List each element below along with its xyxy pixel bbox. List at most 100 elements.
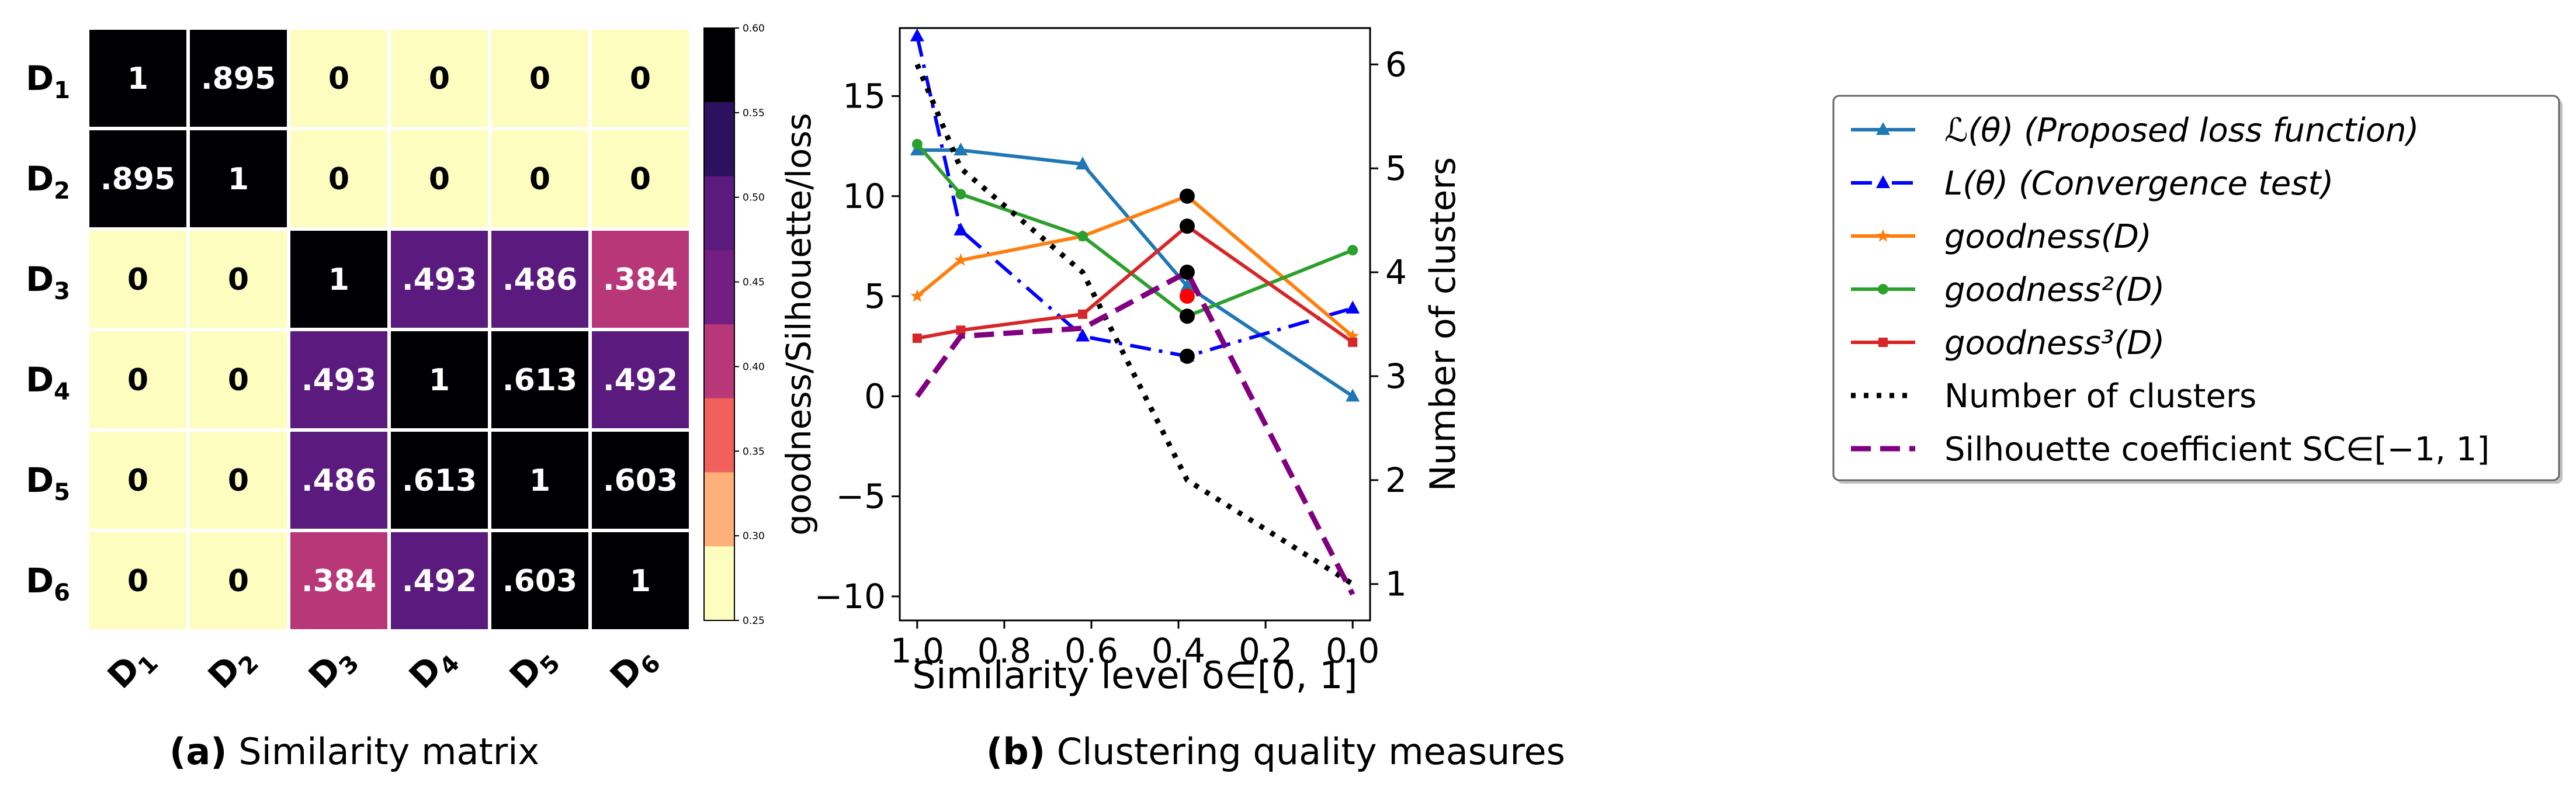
heatmap-cell bbox=[588, 227, 692, 331]
caption-a-label: (a) bbox=[169, 730, 227, 773]
row-label-subscript: 1 bbox=[54, 77, 70, 104]
marker-circle bbox=[955, 189, 966, 200]
heatmap-cell-label: 0 bbox=[127, 262, 148, 297]
heatmap-cell-label: 1 bbox=[529, 463, 550, 498]
highlight-point bbox=[1179, 348, 1195, 364]
marker-star bbox=[910, 289, 924, 302]
y2-tick-label: 5 bbox=[1385, 148, 1407, 188]
heatmap-cell-label: 0 bbox=[228, 262, 249, 297]
y2-tick-label: 1 bbox=[1385, 564, 1407, 604]
row-label-subscript: 2 bbox=[54, 178, 70, 204]
colorbar-segment bbox=[704, 546, 734, 621]
heatmap-cell-label: .493 bbox=[402, 262, 477, 297]
colorbar-segment bbox=[704, 28, 734, 103]
heatmap-cell bbox=[387, 227, 491, 331]
row-label-prefix: D bbox=[26, 360, 54, 400]
row-label-prefix: D bbox=[26, 259, 54, 299]
x-tick-label: 0.0 bbox=[1326, 631, 1379, 671]
marker-star bbox=[954, 253, 968, 266]
heatmap-cell bbox=[86, 26, 190, 130]
heatmap-row-label: D4 bbox=[26, 360, 70, 405]
heatmap-cell bbox=[287, 328, 391, 432]
colorbar-tick-label: 0.55 bbox=[743, 107, 765, 119]
row-label-subscript: 4 bbox=[54, 379, 70, 405]
x-tick-label: 1.0 bbox=[890, 631, 944, 671]
heatmap-cell-label: .486 bbox=[502, 262, 577, 297]
y2-tick-label: 2 bbox=[1385, 460, 1407, 500]
y-tick-label: −5 bbox=[836, 477, 886, 516]
heatmap-cell bbox=[588, 26, 692, 130]
heatmap-cell bbox=[186, 227, 290, 331]
heatmap-cell-label: .492 bbox=[402, 564, 477, 599]
marker-square bbox=[912, 333, 922, 343]
series-line bbox=[917, 224, 1354, 344]
series bbox=[914, 63, 1354, 587]
marker-triangle bbox=[1876, 122, 1890, 135]
marker-triangle bbox=[1876, 175, 1890, 188]
heatmap-cell-label: .493 bbox=[301, 363, 376, 398]
heatmap-cell-label: 0 bbox=[529, 61, 550, 96]
x-tick-label: 0.6 bbox=[1065, 631, 1118, 671]
highlight-point bbox=[1179, 289, 1195, 304]
heatmap: 1 .895 0 0 0 0 .895 1 0 0 0 0 0 0 1 .493 .486 .384 0 0 .493 1… bbox=[26, 23, 819, 700]
legend-label: Silhouette coefficient SC∈[−1, 1] bbox=[1944, 431, 2490, 469]
legend-label: Number of clusters bbox=[1944, 377, 2256, 415]
heatmap-cell bbox=[186, 127, 290, 231]
heatmap-cell-label: 1 bbox=[127, 61, 148, 96]
colorbar-segment bbox=[704, 324, 734, 399]
heatmap-cell-label: 0 bbox=[127, 463, 148, 498]
series-line bbox=[915, 269, 1355, 596]
row-label-prefix: D bbox=[26, 159, 54, 199]
heatmap-cell-label: .603 bbox=[502, 564, 577, 599]
heatmap-cell-label: 1 bbox=[630, 564, 651, 599]
colorbar-tick-label: 0.25 bbox=[743, 615, 765, 627]
heatmap-cell bbox=[287, 428, 391, 532]
marker-star bbox=[1876, 229, 1890, 242]
heatmap-row-label: D5 bbox=[26, 460, 70, 506]
x-tick-label: 0.8 bbox=[977, 631, 1031, 671]
series-line bbox=[916, 143, 1354, 318]
marker-triangle bbox=[954, 142, 968, 155]
heatmap-cell bbox=[488, 227, 592, 331]
heatmap-cell-label: .384 bbox=[603, 262, 678, 297]
heatmap-row-label: D1 bbox=[26, 58, 70, 104]
x-axis-label: Similarity level δ∈[0, 1] bbox=[912, 654, 1357, 698]
heatmap-cell-label: .613 bbox=[402, 463, 477, 498]
heatmap-cell-label: .603 bbox=[603, 463, 678, 498]
y-tick-label: 0 bbox=[864, 376, 886, 416]
heatmap-row-label: D2 bbox=[26, 159, 70, 204]
marker-circle bbox=[911, 138, 923, 150]
legend-label: ℒ(θ) (Proposed loss function) bbox=[1944, 112, 2419, 150]
row-label-subscript: 3 bbox=[54, 278, 70, 305]
heatmap-cell bbox=[588, 529, 692, 633]
highlight-point bbox=[1179, 308, 1195, 324]
heatmap-cell-label: 0 bbox=[429, 61, 450, 96]
series-line bbox=[917, 148, 1354, 398]
heatmap-cell-label: .486 bbox=[301, 463, 376, 498]
caption-b-text: Clustering quality measures bbox=[1056, 730, 1565, 773]
caption-b-label: (b) bbox=[986, 730, 1046, 773]
series-line bbox=[916, 194, 1354, 338]
caption-a: (a) Similarity matrix bbox=[169, 730, 539, 773]
legend-label: goodness³(D) bbox=[1944, 324, 2165, 362]
caption-a-text: Similarity matrix bbox=[238, 730, 540, 773]
x-tick-label: 0.2 bbox=[1239, 631, 1292, 671]
colorbar-label: goodness/Silhouette/loss bbox=[779, 113, 819, 536]
colorbar-tick-label: 0.40 bbox=[743, 361, 765, 373]
heatmap-cell bbox=[488, 328, 592, 432]
heatmap-cell-label: .613 bbox=[502, 363, 577, 398]
heatmap-cell-label: .895 bbox=[100, 162, 175, 197]
heatmap-col-label: D6 bbox=[602, 637, 666, 700]
marker-triangle bbox=[1076, 156, 1090, 169]
heatmap-col-label: D2 bbox=[200, 637, 264, 700]
y2-axis-label: Number of clusters bbox=[1423, 157, 1464, 491]
y2-tick-label: 3 bbox=[1385, 356, 1407, 396]
marker-square bbox=[956, 325, 966, 335]
heatmap-cell bbox=[588, 428, 692, 532]
marker-triangle bbox=[954, 222, 968, 235]
heatmap-cell bbox=[186, 328, 290, 432]
x-tick-label: 0.4 bbox=[1152, 631, 1205, 671]
heatmap-cell bbox=[86, 529, 190, 633]
heatmap-cell bbox=[588, 127, 692, 231]
